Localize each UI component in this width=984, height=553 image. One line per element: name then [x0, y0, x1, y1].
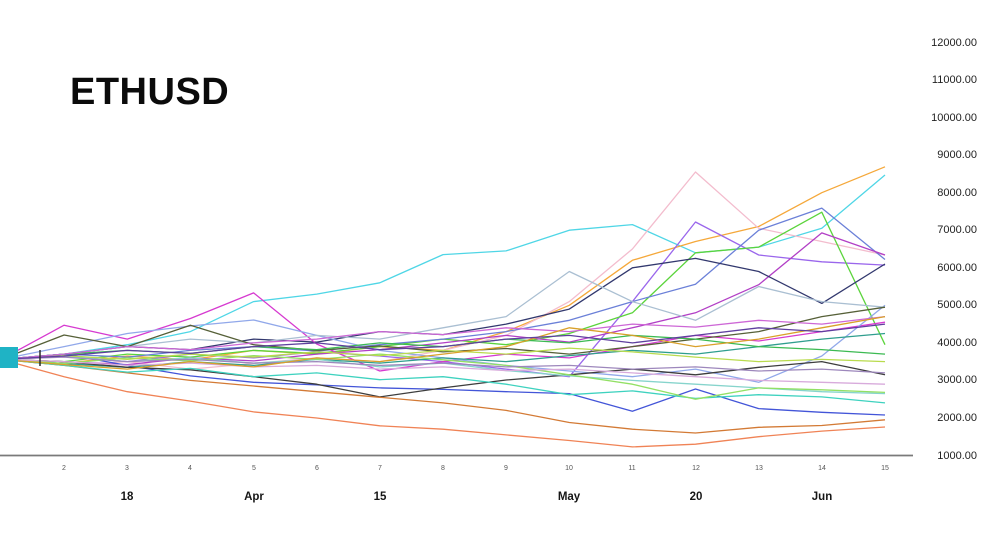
y-tick-label: 5000.00 — [937, 299, 977, 311]
x-tick-label: 12 — [692, 465, 700, 472]
x-tick-label: 9 — [504, 465, 508, 472]
y-tick-label: 11000.00 — [931, 74, 977, 86]
path-26-goldenrod — [0, 315, 886, 370]
path-24-violetgray — [0, 356, 886, 374]
x-tick-label: 8 — [441, 465, 445, 472]
path-13-lightsteel — [0, 270, 886, 361]
path-25-orchid — [0, 315, 886, 361]
y-tick-label: 10000.00 — [931, 112, 977, 124]
y-tick-label: 7000.00 — [937, 224, 977, 236]
x-period-label: 15 — [373, 491, 387, 503]
y-tick-label: 2000.00 — [937, 412, 977, 424]
x-tick-label: 5 — [252, 465, 256, 472]
path-18-turquoise — [0, 358, 886, 404]
history-candle — [0, 347, 18, 368]
y-tick-label: 8000.00 — [937, 187, 977, 199]
x-tick-label: 14 — [818, 465, 826, 472]
x-tick-label: 4 — [188, 465, 192, 472]
x-tick-label: 3 — [125, 465, 129, 472]
x-tick-label: 11 — [628, 465, 636, 472]
x-tick-label: 15 — [881, 465, 889, 472]
y-tick-label: 1000.00 — [937, 450, 977, 462]
path-17-darkorange — [0, 358, 886, 434]
path-27-darkpurple — [0, 323, 886, 361]
path-09-magenta — [0, 292, 886, 372]
path-12-teal — [0, 332, 886, 368]
x-period-label: Apr — [244, 491, 264, 503]
y-tick-label: 3000.00 — [937, 374, 977, 386]
x-tick-label: 2 — [62, 465, 66, 472]
y-tick-label: 6000.00 — [937, 262, 977, 274]
path-10-royalblue — [0, 353, 886, 416]
x-period-label: May — [557, 491, 581, 503]
path-06-slateblue — [0, 207, 886, 361]
y-tick-label: 9000.00 — [937, 149, 977, 161]
path-23-thistle — [0, 358, 886, 385]
x-tick-label: 6 — [315, 465, 319, 472]
symbol-title: ETHUSD — [70, 71, 230, 113]
y-tick-label: 4000.00 — [937, 337, 977, 349]
path-14-darkolive — [0, 306, 886, 361]
path-07-violet — [0, 232, 886, 366]
x-period-label: 20 — [689, 491, 703, 503]
x-tick-label: 13 — [755, 465, 763, 472]
path-16-salmon — [0, 358, 886, 448]
y-tick-label: 12000.00 — [931, 37, 977, 49]
x-tick-label: 10 — [565, 465, 573, 472]
path-21-yellowgreen — [0, 347, 886, 363]
x-tick-label: 7 — [378, 465, 382, 472]
x-period-label: 18 — [120, 491, 134, 503]
path-20-lightgreen — [0, 353, 886, 400]
x-period-label: Jun — [811, 491, 833, 503]
